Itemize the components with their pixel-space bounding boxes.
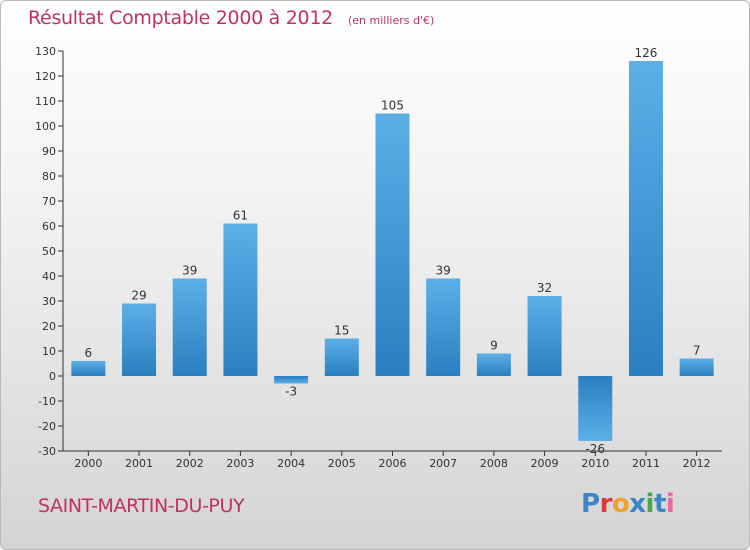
value-label: 9 <box>490 339 498 353</box>
y-tick-label: 100 <box>35 120 56 133</box>
y-tick-label: 30 <box>42 295 56 308</box>
bar-2009 <box>527 296 562 376</box>
y-tick-label: 90 <box>42 145 56 158</box>
value-label: -26 <box>585 442 605 456</box>
bar-2000 <box>71 361 106 376</box>
logo-letter: x <box>629 489 646 519</box>
proxiti-logo: Proxiti <box>581 489 675 519</box>
title-row: Résultat Comptable 2000 à 2012 (en milli… <box>28 7 434 29</box>
logo-letter: r <box>599 489 613 519</box>
bar-2011 <box>628 61 663 376</box>
bars <box>71 61 714 441</box>
value-label: 39 <box>436 264 451 278</box>
y-tick-label: 110 <box>35 95 56 108</box>
y-tick-label: 40 <box>42 270 56 283</box>
value-label: 39 <box>182 264 197 278</box>
bar-2008 <box>476 353 511 376</box>
x-tick-label: 2001 <box>125 457 153 470</box>
value-label: 29 <box>131 289 146 303</box>
logo-letter: P <box>581 489 600 519</box>
chart-subtitle: (en milliers d'€) <box>347 14 435 27</box>
value-label: 15 <box>334 324 349 338</box>
value-labels: 6 29 39 61 -3 15 105 39 9 32 -26 126 7 <box>85 46 701 456</box>
logo-letter: i <box>645 489 655 519</box>
bar-2007 <box>426 278 461 376</box>
value-label: 105 <box>381 99 404 113</box>
chart-title: Résultat Comptable 2000 à 2012 <box>28 7 333 29</box>
value-label: 61 <box>233 209 248 223</box>
y-tick-label: 20 <box>42 320 56 333</box>
commune-name: SAINT-MARTIN-DU-PUY <box>38 495 245 517</box>
x-tick-label: 2012 <box>683 457 711 470</box>
bar-2003 <box>223 223 258 376</box>
x-tick-label: 2006 <box>379 457 407 470</box>
x-tick-label: 2005 <box>328 457 356 470</box>
x-tick-label: 2003 <box>226 457 254 470</box>
y-tick-label: 10 <box>42 345 56 358</box>
bar-2004 <box>274 376 309 384</box>
y-tick-label: 60 <box>42 220 56 233</box>
bar-2005 <box>324 338 359 376</box>
value-label: 126 <box>635 46 658 60</box>
value-label: 32 <box>537 281 552 295</box>
y-tick-label: -10 <box>38 395 56 408</box>
y-tick-label: 120 <box>35 70 56 83</box>
value-label: 7 <box>693 344 701 358</box>
y-tick-label: 50 <box>42 245 56 258</box>
x-tick-label: 2010 <box>581 457 609 470</box>
x-tick-label: 2002 <box>176 457 204 470</box>
bar-2010 <box>578 376 613 441</box>
y-tick-label: 130 <box>35 45 56 58</box>
x-tick-label: 2011 <box>632 457 660 470</box>
y-tick-label: 70 <box>42 195 56 208</box>
y-tick-label: 80 <box>42 170 56 183</box>
logo-letter: o <box>611 489 630 519</box>
x-tick-label: 2007 <box>429 457 457 470</box>
y-tick-label: -30 <box>38 445 56 458</box>
x-tick-label: 2009 <box>531 457 559 470</box>
bar-2006 <box>375 113 410 376</box>
axes: -30 -20 -10 0 10 20 30 40 50 60 70 80 90 100 110 120 130… <box>35 45 722 470</box>
bar-2002 <box>172 278 207 376</box>
x-tick-label: 2000 <box>74 457 102 470</box>
logo-letter: i <box>665 489 675 519</box>
bar-2001 <box>122 303 157 376</box>
x-tick-label: 2008 <box>480 457 508 470</box>
value-label: 6 <box>85 346 93 360</box>
value-label: -3 <box>285 385 297 399</box>
y-tick-label: 0 <box>49 370 56 383</box>
bar-2012 <box>679 358 714 376</box>
x-tick-label: 2004 <box>277 457 305 470</box>
logo-letter: t <box>653 489 666 519</box>
y-tick-label: -20 <box>38 420 56 433</box>
